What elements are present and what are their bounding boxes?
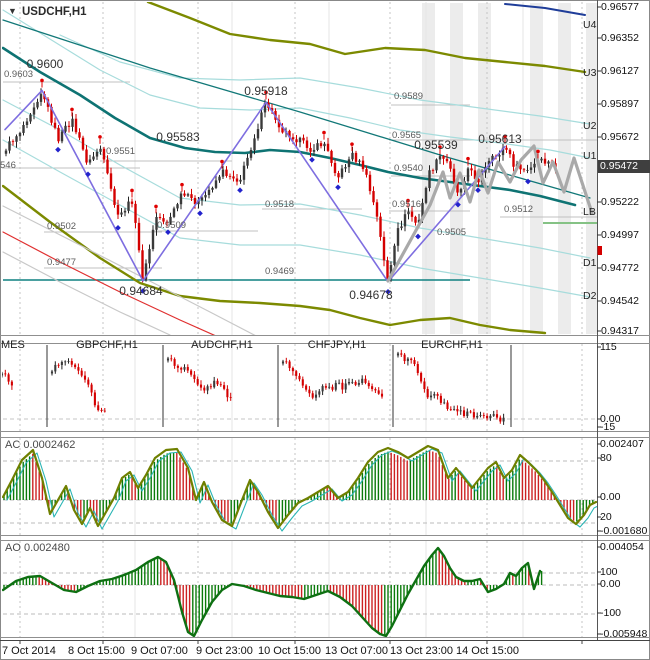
ao-panel-area[interactable] <box>2 541 597 637</box>
main-chart-area[interactable] <box>2 2 597 335</box>
ac-panel-area[interactable] <box>2 438 597 535</box>
symbols-panel-area[interactable] <box>2 344 597 431</box>
price-axis-area[interactable] <box>597 0 650 637</box>
time-axis-area[interactable] <box>0 640 650 660</box>
symbol-dropdown-icon[interactable]: ▼ <box>8 6 17 16</box>
